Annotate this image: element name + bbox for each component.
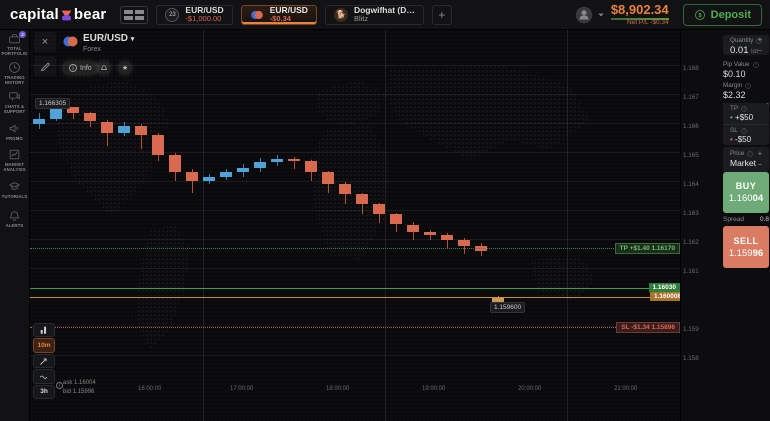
svg-text:?: ?: [747, 84, 749, 88]
svg-text:?: ?: [755, 63, 757, 67]
svg-text:?: ?: [743, 129, 745, 133]
svg-text:$: $: [698, 13, 701, 19]
svg-text:?: ?: [743, 107, 745, 111]
svg-text:?: ?: [749, 152, 751, 156]
